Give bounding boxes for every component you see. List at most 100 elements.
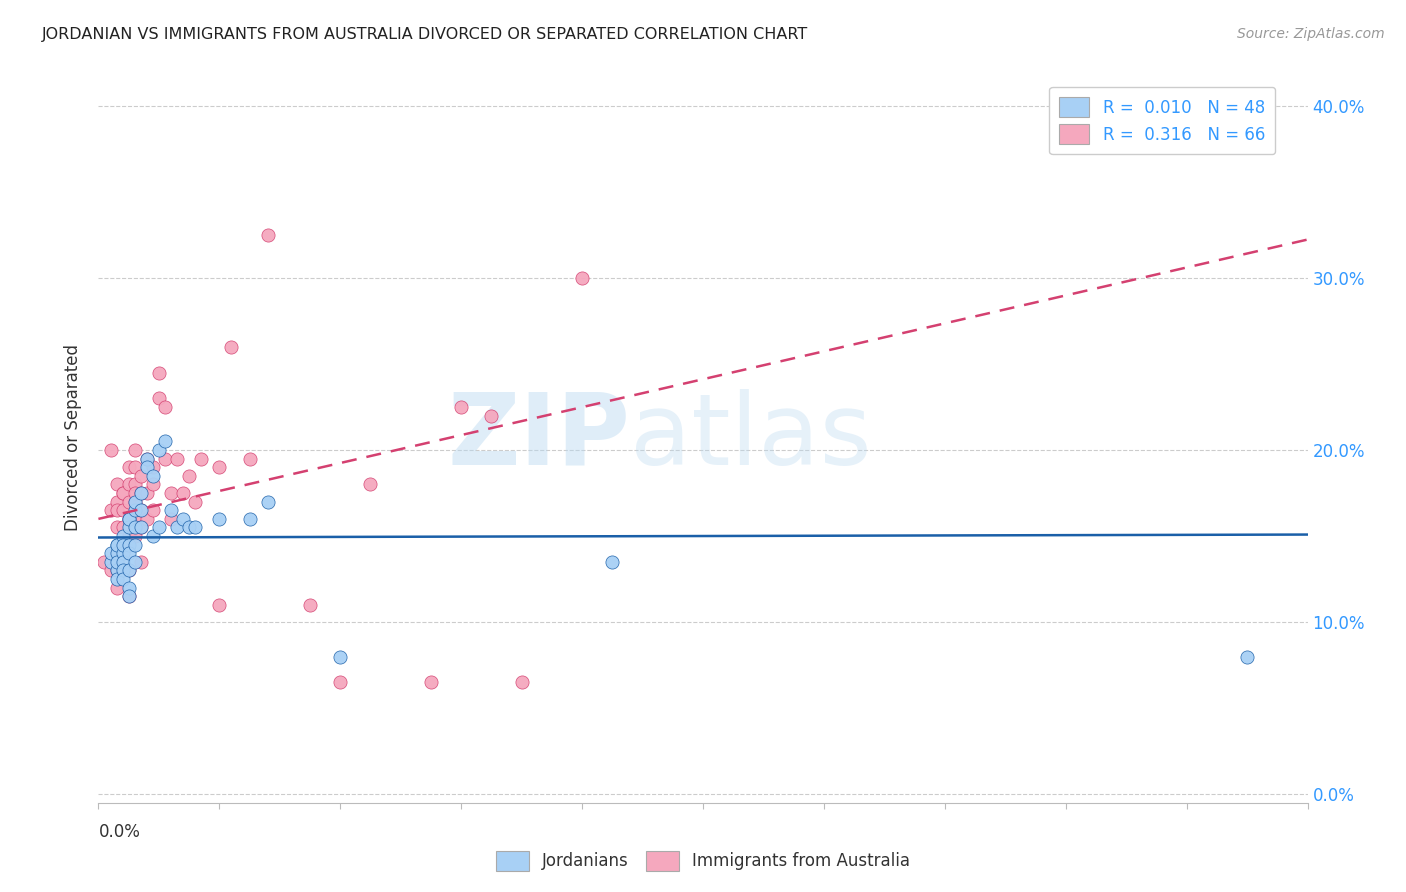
Point [420, 675, 443, 690]
Point [510, 675, 533, 690]
Point [100, 546, 122, 560]
Point [100, 442, 122, 457]
Point [329, 675, 352, 690]
Point [105, 503, 128, 517]
Point [118, 494, 141, 508]
Point [105, 572, 128, 586]
Point [100, 564, 122, 578]
Text: Source: ZipAtlas.com: Source: ZipAtlas.com [1237, 27, 1385, 41]
Point [105, 546, 128, 560]
Point [153, 451, 176, 466]
Point [124, 494, 146, 508]
Point [179, 520, 201, 534]
Point [129, 468, 152, 483]
Point [93, 555, 115, 569]
Point [129, 555, 152, 569]
Point [124, 555, 146, 569]
Point [111, 486, 134, 500]
Point [105, 538, 128, 552]
Point [105, 477, 128, 491]
Point [1236, 649, 1258, 664]
Point [100, 555, 122, 569]
Point [184, 494, 207, 508]
Point [118, 512, 141, 526]
Point [111, 503, 134, 517]
Point [129, 503, 152, 517]
Point [148, 442, 170, 457]
Point [124, 529, 146, 543]
Point [148, 392, 170, 406]
Point [208, 460, 231, 475]
Point [142, 468, 165, 483]
Point [172, 486, 194, 500]
Point [166, 520, 188, 534]
Point [118, 512, 141, 526]
Point [118, 564, 141, 578]
Point [148, 520, 170, 534]
Point [124, 494, 146, 508]
Point [160, 512, 183, 526]
Point [329, 649, 352, 664]
Point [118, 477, 141, 491]
Point [256, 494, 278, 508]
Point [111, 486, 134, 500]
Point [118, 589, 141, 603]
Point [172, 512, 194, 526]
Point [135, 512, 157, 526]
Point [142, 529, 165, 543]
Point [124, 512, 146, 526]
Point [118, 520, 141, 534]
Point [256, 227, 278, 242]
Point [481, 409, 503, 423]
Point [105, 581, 128, 595]
Legend: R =  0.010   N = 48, R =  0.316   N = 66: R = 0.010 N = 48, R = 0.316 N = 66 [1049, 87, 1275, 154]
Point [142, 460, 165, 475]
Point [111, 555, 134, 569]
Point [129, 520, 152, 534]
Point [100, 503, 122, 517]
Point [111, 538, 134, 552]
Point [111, 564, 134, 578]
Point [135, 486, 157, 500]
Text: JORDANIAN VS IMMIGRANTS FROM AUSTRALIA DIVORCED OR SEPARATED CORRELATION CHART: JORDANIAN VS IMMIGRANTS FROM AUSTRALIA D… [42, 27, 808, 42]
Point [105, 555, 128, 569]
Point [184, 520, 207, 534]
Point [118, 581, 141, 595]
Point [105, 564, 128, 578]
Point [118, 538, 141, 552]
Point [124, 486, 146, 500]
Point [142, 503, 165, 517]
Point [111, 572, 134, 586]
Point [124, 460, 146, 475]
Point [111, 546, 134, 560]
Point [142, 477, 165, 491]
Point [118, 529, 141, 543]
Point [105, 538, 128, 552]
Text: ZIP: ZIP [447, 389, 630, 485]
Point [239, 512, 262, 526]
Point [111, 538, 134, 552]
Point [299, 598, 322, 612]
Text: 0.0%: 0.0% [98, 823, 141, 841]
Point [129, 486, 152, 500]
Point [118, 589, 141, 603]
Point [124, 538, 146, 552]
Point [111, 529, 134, 543]
Point [124, 520, 146, 534]
Legend: Jordanians, Immigrants from Australia: Jordanians, Immigrants from Australia [488, 842, 918, 880]
Point [105, 546, 128, 560]
Point [208, 598, 231, 612]
Point [153, 434, 176, 449]
Point [135, 451, 157, 466]
Point [105, 520, 128, 534]
Point [190, 451, 212, 466]
Point [129, 520, 152, 534]
Point [166, 451, 188, 466]
Point [129, 503, 152, 517]
Point [221, 340, 243, 354]
Point [160, 486, 183, 500]
Point [602, 555, 624, 569]
Point [160, 503, 183, 517]
Point [118, 460, 141, 475]
Point [129, 486, 152, 500]
